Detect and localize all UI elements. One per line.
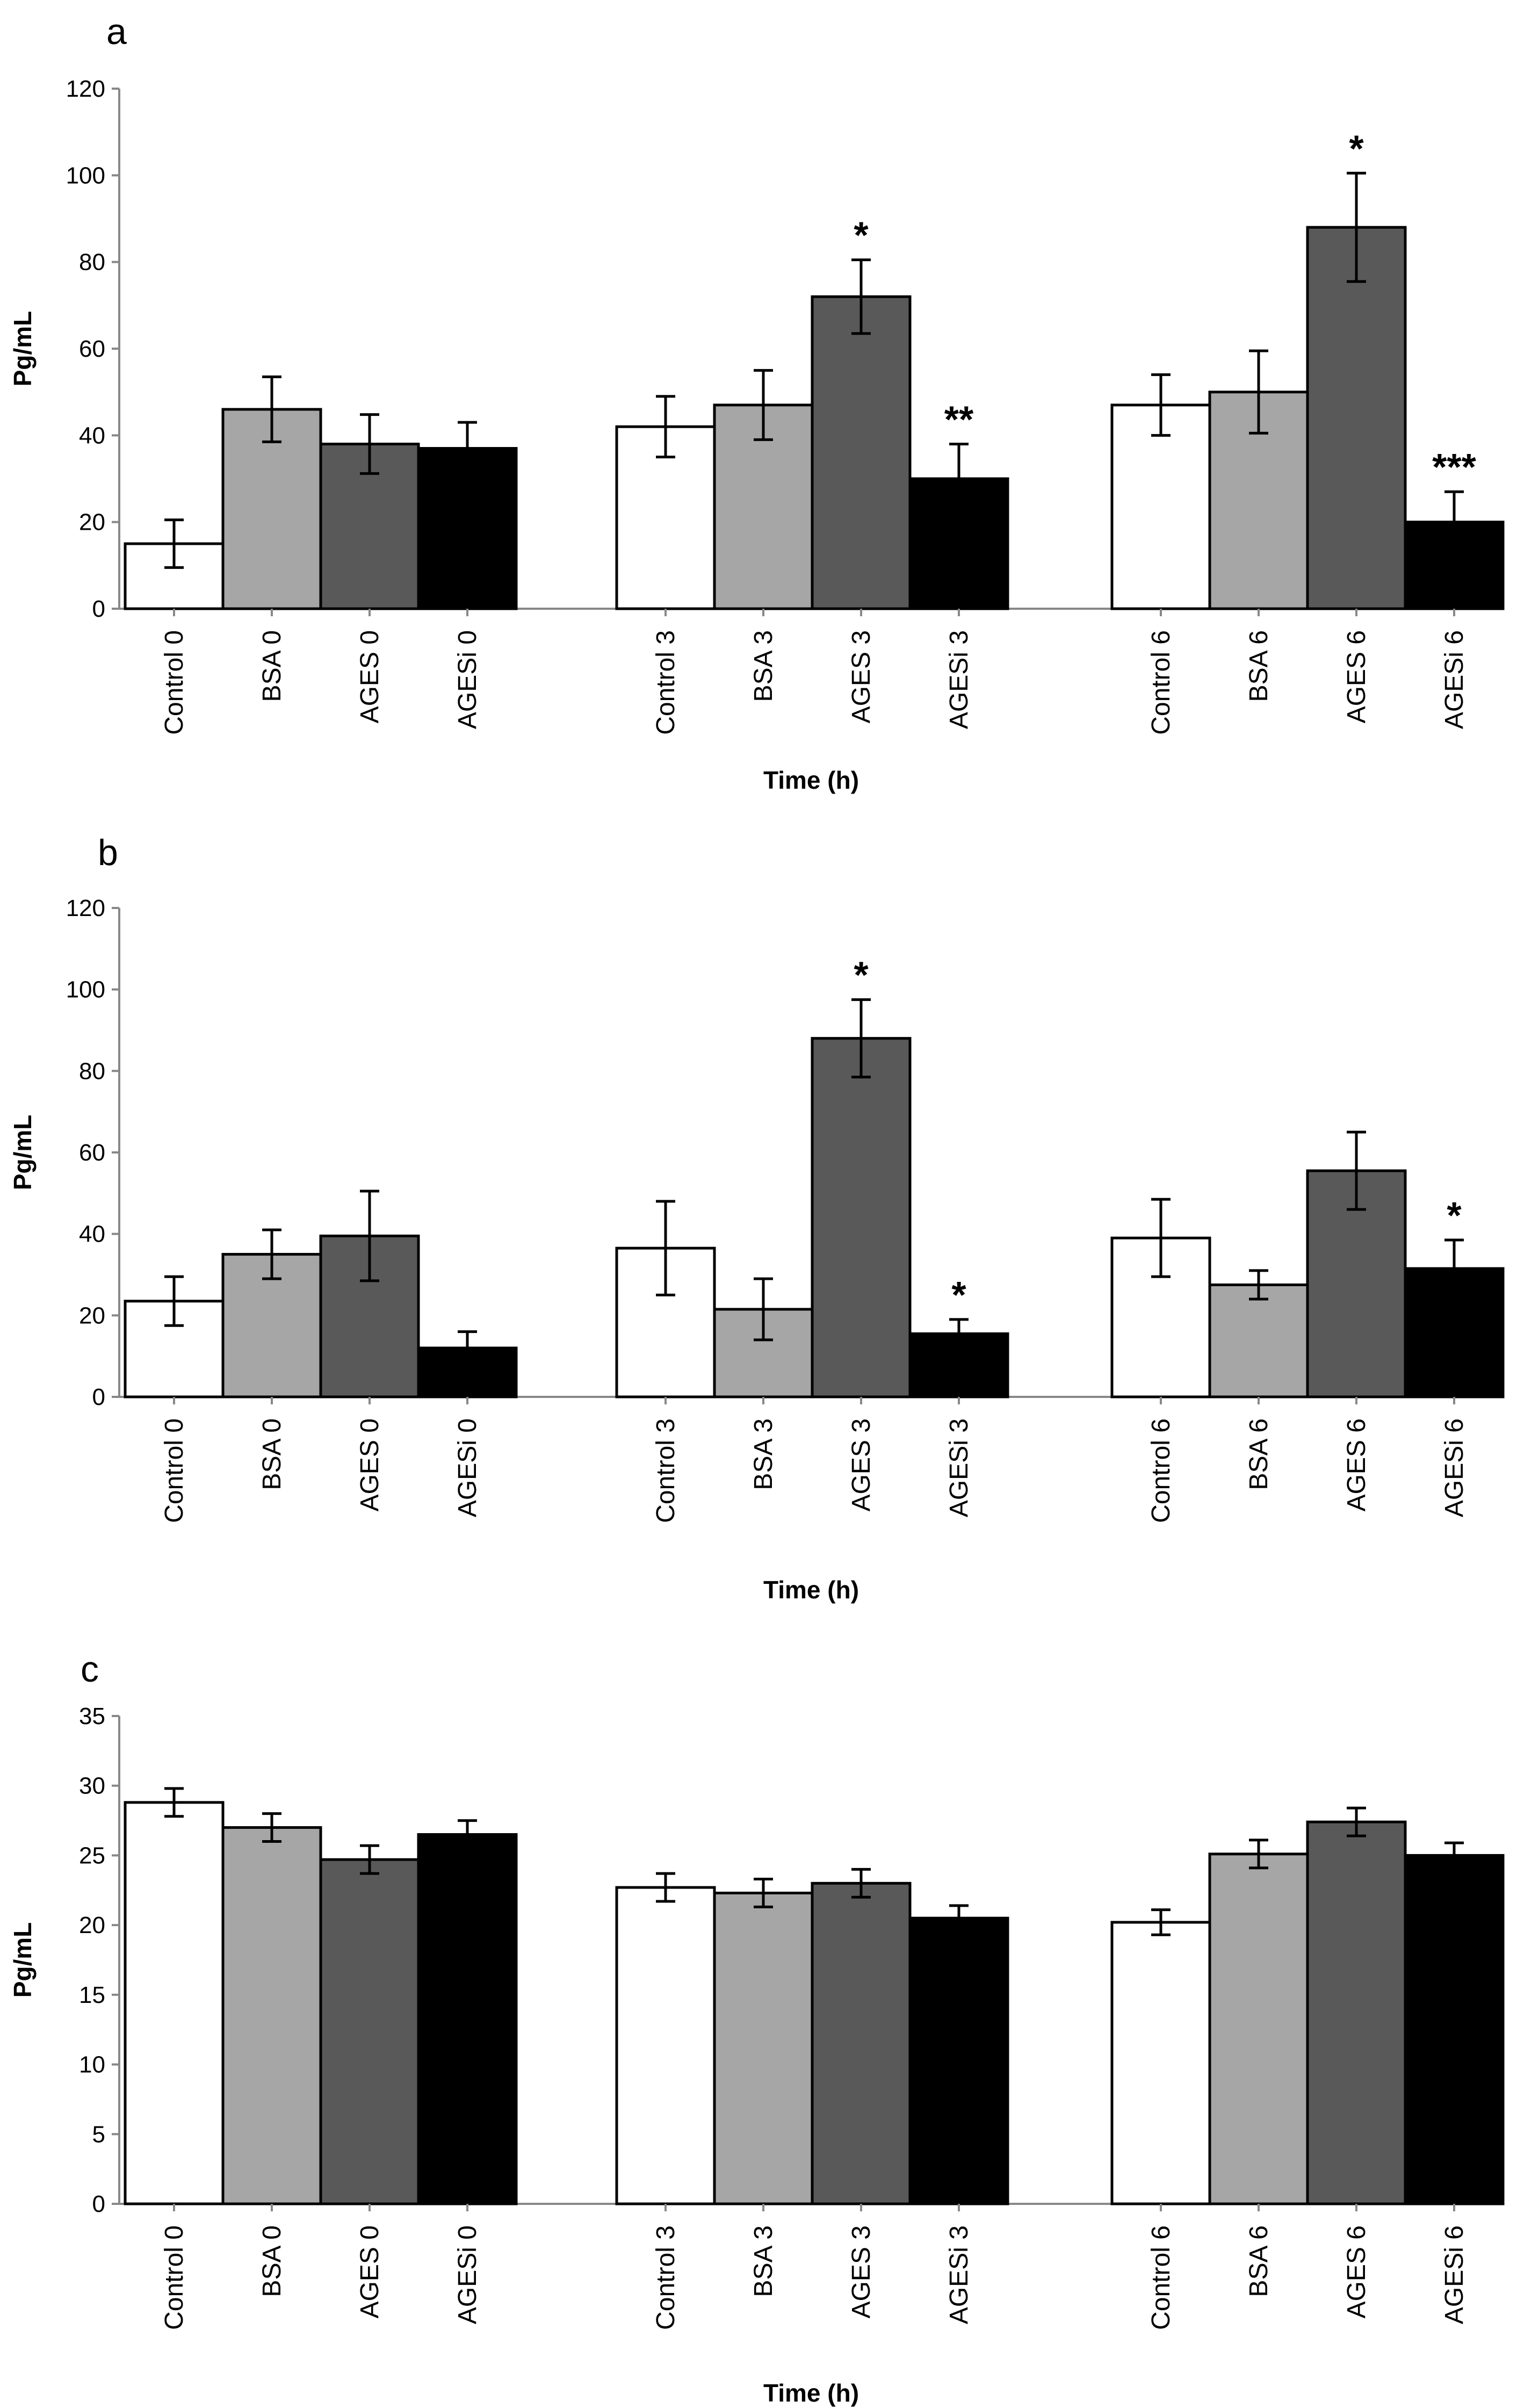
- bar-control: [124, 1801, 225, 2205]
- x-tick-label: AGESi 0: [453, 630, 482, 729]
- y-tick-label: 10: [79, 2052, 105, 2078]
- bar-agesi: [908, 1916, 1009, 2205]
- x-tick-label: AGESi 6: [1440, 630, 1469, 729]
- bar-bsa: [221, 1826, 322, 2205]
- x-tick-label: AGES 6: [1342, 630, 1371, 723]
- y-tick-label: 40: [79, 1221, 105, 1248]
- significance-marker: *: [854, 214, 869, 256]
- panel-a: a 0 20 40 60 80 100 120 Pg/mL Control 0 BSA 0 AGES …: [9, 11, 1505, 794]
- panel-label: c: [81, 1649, 99, 1690]
- y-tick-label: 25: [79, 1842, 105, 1869]
- panel-label: b: [98, 832, 118, 873]
- bar-bsa: [713, 1891, 814, 2205]
- x-axis-label: Time (h): [763, 1576, 859, 1604]
- y-tick-label: 20: [79, 509, 105, 536]
- x-tick-label: Control 3: [652, 2225, 680, 2330]
- x-tick-label: BSA 6: [1245, 2225, 1273, 2297]
- y-tick-label: 20: [79, 1912, 105, 1938]
- x-tick-label: Control 0: [160, 1418, 189, 1523]
- bar-ages: [1306, 1820, 1407, 2205]
- panel-label: a: [106, 11, 127, 52]
- y-tick-label: 0: [92, 1384, 105, 1410]
- y-tick-label: 40: [79, 422, 105, 449]
- x-tick-label: AGES 3: [847, 2225, 876, 2318]
- bar-ages: [811, 1881, 912, 2205]
- x-axis-label: Time (h): [763, 2379, 859, 2407]
- x-tick-label: BSA 3: [749, 630, 778, 702]
- bar-control: [615, 1886, 716, 2205]
- y-tick-label: 35: [79, 1703, 105, 1729]
- y-tick-label: 30: [79, 1773, 105, 1799]
- x-tick-label: Control 3: [652, 630, 680, 735]
- y-tick-label: 60: [79, 1140, 105, 1166]
- x-tick-label: AGESi 3: [945, 630, 973, 729]
- panel-c: c 0 5 10 15 20 25 30 35 Pg/mL Control 0 BSA 0 AGES 0…: [9, 1649, 1505, 2407]
- y-tick-label: 80: [79, 249, 105, 276]
- bar-control: [1110, 1921, 1211, 2205]
- x-tick-label: BSA 6: [1245, 630, 1273, 702]
- y-tick-label: 80: [79, 1058, 105, 1084]
- y-tick-label: 100: [66, 162, 105, 189]
- y-axis-label: Pg/mL: [9, 1922, 37, 1998]
- bar-ages: [811, 1037, 912, 1398]
- y-tick-label: 120: [66, 895, 105, 921]
- x-tick-label: AGES 6: [1342, 1418, 1371, 1511]
- panel-b: b 0 20 40 60 80 100 120 Pg/mL Control 0 BSA 0 AGES …: [9, 832, 1505, 1604]
- y-axis-label: Pg/mL: [9, 311, 37, 387]
- x-tick-label: AGES 3: [847, 630, 876, 723]
- x-tick-label: Control 0: [160, 2225, 189, 2330]
- y-tick-label: 5: [92, 2121, 105, 2147]
- x-tick-label: Control 6: [1147, 2225, 1175, 2330]
- bar-ages: [1306, 226, 1407, 610]
- bar-agesi: [417, 1833, 518, 2205]
- y-tick-label: 0: [92, 596, 105, 622]
- x-tick-label: AGESi 6: [1440, 2225, 1469, 2324]
- x-tick-label: BSA 0: [258, 1418, 286, 1490]
- y-tick-label: 0: [92, 2191, 105, 2217]
- bar-control: [1110, 403, 1211, 610]
- y-axis-label: Pg/mL: [9, 1115, 37, 1191]
- y-tick-label: 15: [79, 1982, 105, 2008]
- x-tick-label: Control 6: [1147, 630, 1175, 735]
- x-tick-label: AGES 0: [356, 1418, 384, 1511]
- x-tick-label: AGES 0: [356, 2225, 384, 2318]
- x-tick-label: AGESi 0: [453, 2225, 482, 2324]
- bar-agesi: [1404, 1854, 1505, 2205]
- significance-marker: *: [1349, 127, 1364, 169]
- bar-bsa: [1208, 1283, 1309, 1398]
- significance-marker: *: [951, 1274, 966, 1316]
- x-tick-label: AGESi 3: [945, 1418, 973, 1517]
- x-axis-label: Time (h): [763, 766, 859, 794]
- x-tick-label: AGESi 3: [945, 2225, 973, 2324]
- y-tick-label: 60: [79, 336, 105, 362]
- significance-marker: *: [854, 954, 869, 996]
- bar-bsa: [1208, 1852, 1309, 2205]
- x-tick-label: Control 0: [160, 630, 189, 735]
- bar-ages: [811, 295, 912, 610]
- y-tick-label: 100: [66, 977, 105, 1003]
- x-tick-label: AGES 6: [1342, 2225, 1371, 2318]
- significance-marker: **: [944, 398, 974, 440]
- x-tick-label: AGES 3: [847, 1418, 876, 1511]
- bar-ages: [319, 1858, 420, 2205]
- x-tick-label: Control 3: [652, 1418, 680, 1523]
- x-tick-label: BSA 3: [749, 1418, 778, 1490]
- x-tick-label: AGESi 0: [453, 1418, 482, 1517]
- x-tick-label: AGES 0: [356, 630, 384, 723]
- x-tick-label: BSA 0: [258, 630, 286, 702]
- x-tick-label: AGESi 6: [1440, 1418, 1469, 1517]
- x-tick-label: BSA 3: [749, 2225, 778, 2297]
- x-tick-label: Control 6: [1147, 1418, 1175, 1523]
- significance-marker: ***: [1432, 446, 1476, 488]
- y-tick-label: 120: [66, 76, 105, 102]
- significance-marker: *: [1447, 1194, 1462, 1236]
- x-tick-label: BSA 6: [1245, 1418, 1273, 1490]
- x-tick-label: BSA 0: [258, 2225, 286, 2297]
- y-tick-label: 20: [79, 1302, 105, 1329]
